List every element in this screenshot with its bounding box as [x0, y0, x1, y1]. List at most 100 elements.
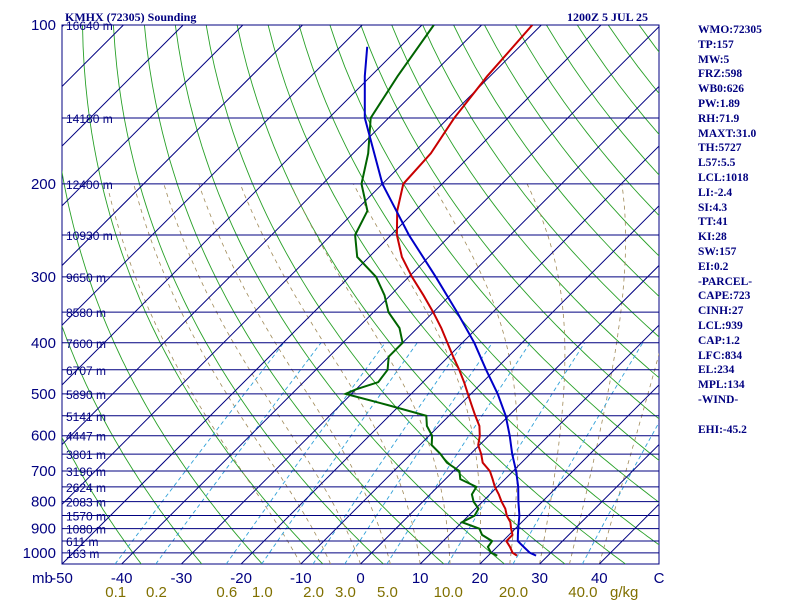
mixing-ratio-tick-label: 0.2: [146, 584, 167, 600]
temperature-tick-label: 0: [356, 570, 364, 587]
sounding-index-item: RH:71.9: [698, 112, 740, 125]
isotherm-line: [300, 205, 659, 564]
station-title: KMHX (72305) Sounding: [65, 10, 196, 24]
sounding-index-item: CAP:1.2: [698, 334, 740, 347]
pressure-tick-label: 100: [31, 17, 56, 34]
isotherm-line: [62, 25, 184, 147]
mixing-ratio-line: [581, 421, 659, 564]
moist-adiabat-line: [163, 183, 361, 564]
height-label: 7600 m: [66, 337, 106, 351]
sounding-traces: [342, 25, 537, 557]
isotherm-line: [181, 85, 659, 564]
sounding-index-item: KI:28: [698, 231, 727, 244]
sounding-index-item: TP:157: [698, 38, 734, 51]
height-label: 611 m: [66, 535, 98, 549]
height-label: 6707 m: [66, 364, 106, 378]
isotherm-line: [62, 25, 244, 207]
mixing-ratio-line: [155, 342, 322, 564]
mixing-ratio-tick-label: 10.0: [434, 584, 463, 600]
temperature-trace: [395, 25, 534, 557]
pressure-tick-label: 500: [31, 386, 56, 403]
isotherm-line: [121, 25, 659, 564]
dry-adiabat-line: [794, 25, 800, 564]
moist-adiabat-line: [106, 183, 302, 564]
isotherm-line: [62, 25, 363, 326]
moist-adiabat-line: [569, 183, 626, 564]
isotherm-line: [419, 324, 659, 564]
height-label: 4447 m: [66, 430, 106, 444]
pressure-tick-label: 900: [31, 521, 56, 538]
isotherm-line: [62, 25, 65, 28]
sounding-index-item: PW:1.89: [698, 97, 740, 110]
pressure-tick-label: 400: [31, 335, 56, 352]
height-label: 9650 m: [66, 271, 106, 285]
height-label: 1080 m: [66, 523, 106, 537]
isotherm-line: [240, 145, 659, 564]
pressure-tick-label: 1000: [23, 545, 56, 562]
isotherm-line: [62, 25, 482, 446]
isotherm-line: [62, 25, 542, 506]
dry-adiabat-line: [62, 436, 142, 564]
sounding-index-item: SI:4.3: [698, 201, 728, 214]
dewpoint-trace: [342, 25, 498, 557]
sounding-indices-list: WMO:72305 TP:157 MW:5 FRZ:598 WB0:626 PW:1.89…: [698, 23, 762, 437]
sounding-index-item: -WIND-: [698, 393, 739, 406]
pressure-tick-label: 700: [31, 463, 56, 480]
mixing-ratio-tick-label: 0.1: [105, 584, 126, 600]
temperature-tick-label: -20: [230, 570, 252, 587]
moist-adiabat-line: [526, 183, 566, 564]
sounding-index-item: MPL:134: [698, 379, 745, 392]
height-label: 163 m: [66, 547, 99, 561]
temperature-tick-label: -10: [290, 570, 312, 587]
pressure-tick-label: 800: [31, 494, 56, 511]
moist-adiabat-line: [133, 183, 331, 564]
dry-adiabat-line: [763, 25, 800, 564]
dry-adiabat-line: [453, 25, 659, 297]
height-label: 10930 m: [66, 229, 113, 243]
sounding-index-item: TH:5727: [698, 142, 742, 155]
plot-area: [61, 24, 660, 565]
height-label: 1570 m: [66, 510, 106, 524]
isotherm-line: [360, 264, 659, 564]
mixing-ratio-tick-label: 3.0: [335, 584, 356, 600]
height-label: 3196 m: [66, 465, 106, 479]
dry-adiabat-line: [62, 324, 203, 564]
sounding-index-item: LCL:939: [698, 319, 743, 332]
pressure-tick-label: 600: [31, 428, 56, 445]
sounding-index-item: MW:5: [698, 53, 730, 66]
moist-adiabat-line: [290, 183, 451, 564]
temperature-tick-label: 30: [531, 570, 548, 587]
moist-adiabat-line: [598, 352, 659, 564]
mixing-ratio-line: [386, 342, 531, 564]
height-label: 8580 m: [66, 306, 106, 320]
sounding-index-item: L57:5.5: [698, 157, 736, 170]
temperature-tick-label: -40: [111, 570, 133, 587]
dry-adiabat-line: [298, 25, 659, 503]
sounding-index-item: EHI:-45.2: [698, 423, 747, 436]
sounding-index-item: MAXT:31.0: [698, 127, 757, 140]
isotherm-line: [539, 443, 659, 564]
dry-adiabat-line: [484, 25, 659, 257]
sounding-index-item: FRZ:598: [698, 68, 743, 81]
pressure-unit-label: mb: [32, 570, 53, 587]
height-label: 16640 m: [66, 19, 113, 33]
grid-lines: [62, 25, 800, 564]
dry-adiabat-line: [143, 25, 445, 564]
temperature-tick-label: 20: [472, 570, 489, 587]
height-label: 12400 m: [66, 178, 113, 192]
sounding-index-item: LCL:1018: [698, 171, 749, 184]
mixing-ratio-tick-label: 40.0: [568, 584, 597, 600]
mixing-ratio-unit-label: g/kg: [610, 584, 638, 600]
mixing-ratio-line: [312, 342, 465, 564]
sounding-index-item: CINH:27: [698, 305, 744, 318]
sounding-index-item: SW:157: [698, 245, 737, 258]
sounding-index-item: TT:41: [698, 216, 728, 229]
height-label: 5141 m: [66, 410, 106, 424]
height-label: 3801 m: [66, 448, 106, 462]
sounding-index-item: [698, 408, 762, 423]
temperature-tick-label: C: [654, 570, 665, 587]
pressure-tick-label: 300: [31, 269, 56, 286]
sounding-index-item: EL:234: [698, 364, 735, 377]
temperature-tick-label: 40: [591, 570, 608, 587]
